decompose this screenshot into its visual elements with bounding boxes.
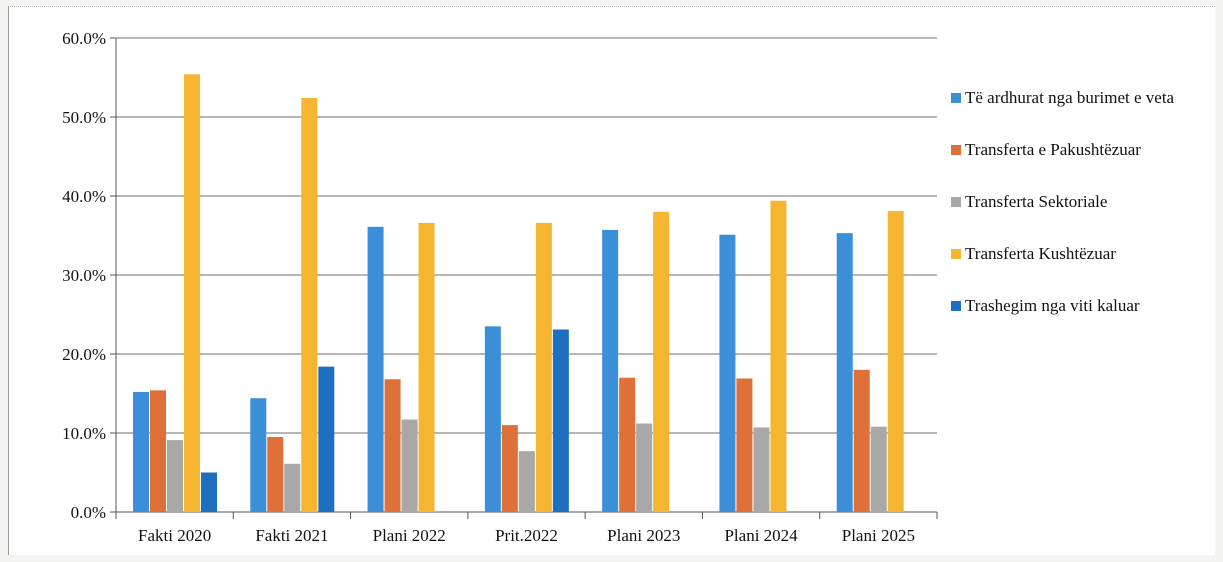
legend-label: Trashegim nga viti kaluar <box>965 296 1140 315</box>
bar-3-7 <box>870 426 887 512</box>
legend-label: Transferta Sektoriale <box>965 192 1107 211</box>
y-tick-label: 0.0% <box>71 503 106 522</box>
bar-4-3 <box>418 222 435 513</box>
legend-label: Të ardhurat nga burimet e veta <box>965 88 1175 107</box>
bar-chart: 0.0% 10.0% 20.0% 30.0% 40.0% 50.0% 60.0% Fakti … <box>62 29 1175 545</box>
legend-swatch <box>951 197 961 207</box>
x-tick-label: Plani 2023 <box>607 526 680 545</box>
gridlines <box>116 37 937 513</box>
y-tick-label: 60.0% <box>62 29 106 48</box>
bar-4-1 <box>184 74 200 512</box>
bar-2-6 <box>736 378 753 512</box>
x-tick-label: Prit.2022 <box>495 526 558 545</box>
x-tick-label: Plani 2025 <box>842 526 915 545</box>
bar-4-4 <box>535 222 552 513</box>
bar-1-5 <box>602 229 619 512</box>
bar-1-3 <box>367 226 384 512</box>
bar-4-5 <box>653 211 670 513</box>
bar-1-4 <box>484 326 501 512</box>
x-tick-label: Fakti 2021 <box>255 526 328 545</box>
bar-4-2 <box>301 98 318 512</box>
bar-1-1 <box>133 391 149 512</box>
bar-3-6 <box>753 427 770 512</box>
bar-5-1 <box>201 472 217 512</box>
axes: 0.0% 10.0% 20.0% 30.0% 40.0% 50.0% 60.0% Fakti … <box>62 29 938 545</box>
y-tick-label: 20.0% <box>62 345 106 364</box>
bar-2-2 <box>267 436 284 512</box>
bar-4-6 <box>770 200 787 513</box>
x-tick-label: Plani 2022 <box>373 526 446 545</box>
bar-2-1 <box>150 390 166 512</box>
y-tick-label: 30.0% <box>62 266 106 285</box>
bar-2-4 <box>501 425 518 512</box>
y-tick-label: 10.0% <box>62 424 106 443</box>
bar-3-1 <box>167 440 183 512</box>
chart-frame: 0.0% 10.0% 20.0% 30.0% 40.0% 50.0% 60.0% Fakti … <box>8 6 1215 555</box>
bar-1-6 <box>719 234 736 512</box>
bar-1-7 <box>836 233 853 512</box>
y-tick-label: 50.0% <box>62 108 106 127</box>
legend-label: Transferta Kushtëzuar <box>965 244 1116 263</box>
bar-5-2 <box>318 366 335 512</box>
bars <box>133 74 904 513</box>
legend-swatch <box>951 93 961 103</box>
bar-4-7 <box>887 211 904 512</box>
y-tick-label: 40.0% <box>62 187 106 206</box>
bar-5-4 <box>552 329 569 512</box>
legend-swatch <box>951 145 961 155</box>
bar-3-3 <box>401 419 418 512</box>
bar-2-3 <box>384 379 401 512</box>
bar-3-5 <box>636 423 653 512</box>
bar-2-5 <box>619 377 636 512</box>
bar-1-2 <box>250 398 267 512</box>
x-tick-label: Fakti 2020 <box>138 526 211 545</box>
x-tick-label: Plani 2024 <box>724 526 798 545</box>
legend-swatch <box>951 249 961 259</box>
legend-label: Transferta e Pakushtëzuar <box>965 140 1141 159</box>
legend-swatch <box>951 301 961 311</box>
legend: Të ardhurat nga burimet e veta Transferta… <box>951 88 1175 315</box>
bar-3-2 <box>284 463 301 512</box>
bar-2-7 <box>853 369 870 512</box>
bar-3-4 <box>518 451 535 512</box>
